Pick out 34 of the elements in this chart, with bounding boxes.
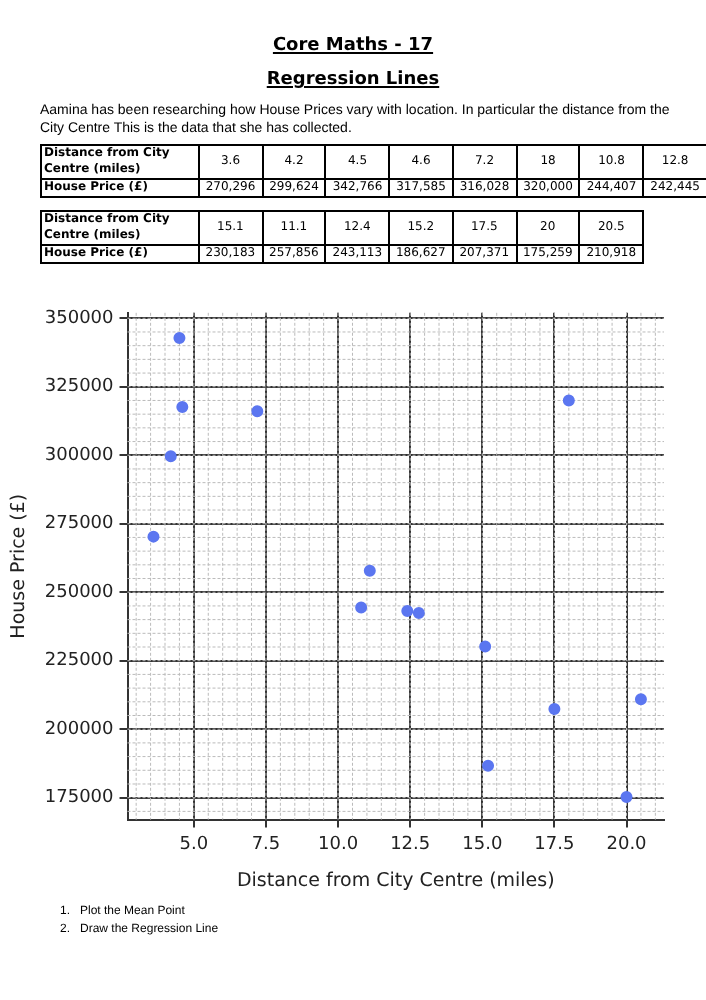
text: Core Maths - 17 xyxy=(270,36,436,56)
point xyxy=(412,606,425,619)
y-tick-label: 250000 xyxy=(44,582,115,603)
x-tick-label: 10.0 xyxy=(318,835,359,856)
x-tick-label: 7.5 xyxy=(251,835,281,856)
x-tick-label: 5.0 xyxy=(179,835,209,856)
point xyxy=(147,530,160,543)
y-axis-title: House Price (£) xyxy=(8,493,31,639)
y-tick-label: 325000 xyxy=(44,377,115,398)
point xyxy=(620,790,633,803)
x-tick-label: 17.5 xyxy=(534,835,575,856)
y-tick-label: 350000 xyxy=(44,308,115,329)
point xyxy=(479,640,492,653)
point xyxy=(355,601,368,614)
y-tick-label: 225000 xyxy=(44,651,115,672)
point xyxy=(363,564,376,577)
text: Regression Lines xyxy=(264,70,442,90)
x-tick-label: 15.0 xyxy=(462,835,503,856)
point xyxy=(176,401,189,414)
point xyxy=(401,605,414,618)
y-tick-label: 200000 xyxy=(44,719,115,740)
y-tick-label: 275000 xyxy=(44,514,115,535)
point xyxy=(482,759,495,772)
x-tick-label: 12.5 xyxy=(390,835,431,856)
point xyxy=(164,450,177,463)
y-tick-label: 300000 xyxy=(44,445,115,466)
point xyxy=(562,394,575,407)
x-axis-title: Distance from City Centre (miles) xyxy=(236,869,555,892)
y-tick-label: 175000 xyxy=(44,788,115,809)
point xyxy=(251,405,264,418)
point xyxy=(634,693,647,706)
x-tick-label: 20.0 xyxy=(606,835,648,856)
point xyxy=(173,332,186,345)
point xyxy=(548,703,561,716)
